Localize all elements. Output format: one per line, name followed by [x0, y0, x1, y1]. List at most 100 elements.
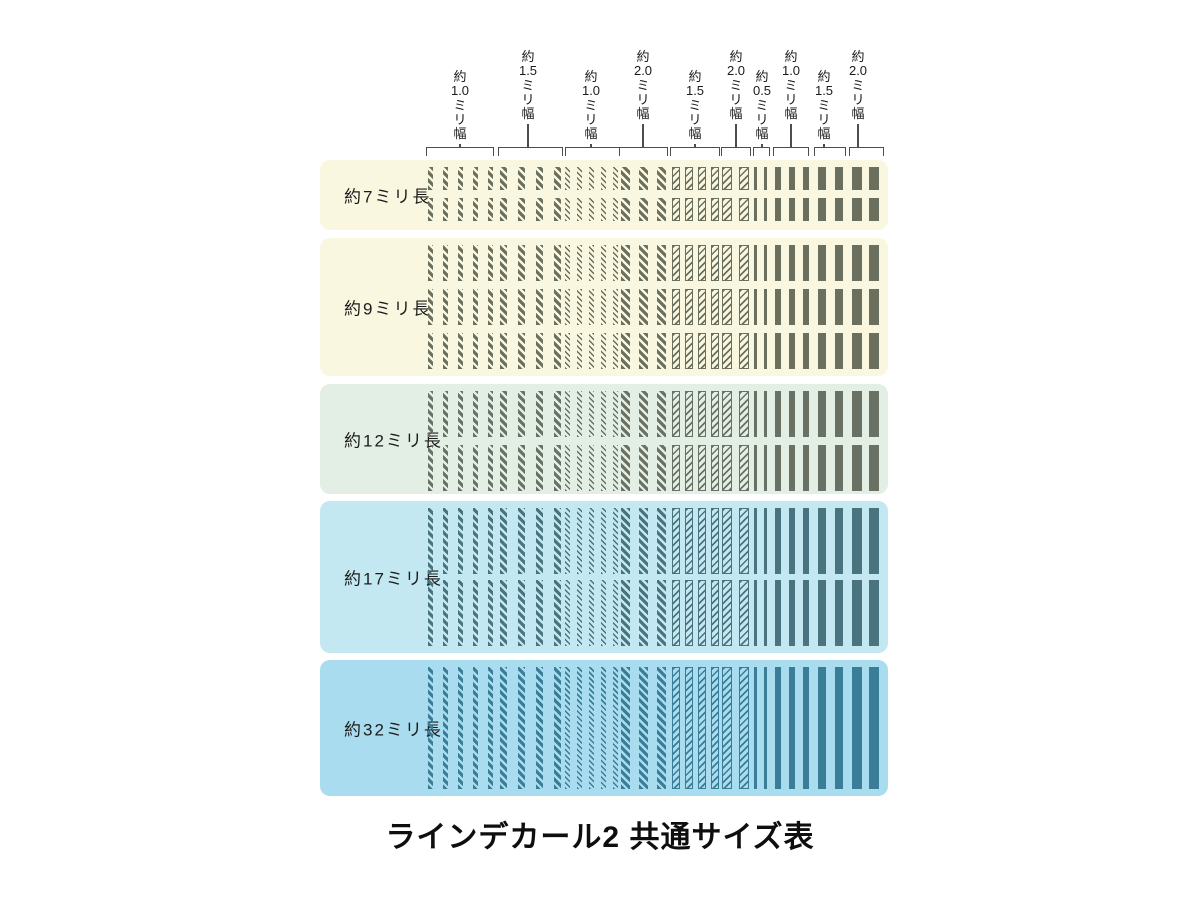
- size-bar: [764, 667, 767, 789]
- size-bar: [775, 445, 781, 491]
- size-bar: [589, 245, 594, 281]
- size-bar: [554, 580, 561, 646]
- size-bar: [722, 508, 732, 574]
- size-bar: [428, 667, 433, 789]
- size-bar: [789, 508, 795, 574]
- label-leader-line: [857, 124, 859, 147]
- size-bar: [835, 245, 843, 281]
- size-bar: [818, 333, 826, 369]
- size-bar: [500, 580, 507, 646]
- column-label-char: ミ: [784, 77, 798, 93]
- size-bar: [672, 508, 680, 574]
- size-bar: [621, 167, 630, 190]
- size-bar: [536, 198, 543, 221]
- size-bar: [443, 667, 448, 789]
- column-label-char: 2.0: [726, 63, 746, 79]
- size-bar: [698, 289, 706, 325]
- size-bar: [818, 289, 826, 325]
- size-bar: [473, 508, 478, 574]
- width-bracket: [670, 147, 720, 156]
- size-bar: [835, 198, 843, 221]
- size-bar: [601, 445, 606, 491]
- size-bar: [589, 289, 594, 325]
- band-length-label: 約17ミリ長: [344, 569, 443, 589]
- size-bar: [657, 667, 666, 789]
- width-bracket: [814, 147, 846, 156]
- size-bar: [488, 245, 493, 281]
- column-label-char: リ: [755, 111, 769, 127]
- size-bar: [443, 508, 448, 574]
- size-bar: [764, 167, 767, 190]
- size-bar: [536, 391, 543, 437]
- size-bar: [443, 245, 448, 281]
- size-bar: [518, 508, 525, 574]
- size-bar: [698, 333, 706, 369]
- size-bar: [565, 508, 570, 574]
- size-bar: [488, 508, 493, 574]
- column-label-char: 約: [636, 49, 650, 64]
- size-bar: [852, 445, 862, 491]
- size-bar: [613, 245, 618, 281]
- size-bar: [601, 580, 606, 646]
- size-bar: [473, 667, 478, 789]
- size-bar: [536, 667, 543, 789]
- size-bar: [554, 289, 561, 325]
- size-bar: [698, 167, 706, 190]
- size-bar: [621, 289, 630, 325]
- size-bar: [577, 167, 582, 190]
- size-bar: [852, 580, 862, 646]
- size-bar: [621, 580, 630, 646]
- column-width-label: 約 1.5 ミリ幅: [519, 49, 537, 121]
- size-bar: [554, 245, 561, 281]
- size-bar: [818, 198, 826, 221]
- size-bar: [518, 333, 525, 369]
- size-bar: [518, 167, 525, 190]
- size-bar: [775, 508, 781, 574]
- size-bar: [672, 167, 680, 190]
- size-bar: [589, 508, 594, 574]
- size-bar: [601, 508, 606, 574]
- size-bar: [613, 289, 618, 325]
- size-bar: [869, 508, 879, 574]
- size-bar: [775, 580, 781, 646]
- size-bar: [775, 391, 781, 437]
- size-bar: [764, 391, 767, 437]
- size-bar: [685, 508, 693, 574]
- size-bar: [554, 391, 561, 437]
- column-label-char: リ: [851, 91, 865, 107]
- size-bar: [621, 245, 630, 281]
- size-bar: [754, 198, 757, 221]
- size-bar: [589, 391, 594, 437]
- column-label-char: 約: [755, 69, 769, 84]
- label-leader-line: [735, 124, 737, 147]
- size-bar: [803, 289, 809, 325]
- size-bar: [613, 167, 618, 190]
- column-label-char: ミ: [636, 77, 650, 93]
- size-bar: [711, 245, 719, 281]
- size-bar: [601, 198, 606, 221]
- size-bar: [818, 391, 826, 437]
- size-bar: [536, 333, 543, 369]
- column-label-char: リ: [584, 111, 598, 127]
- size-bar: [711, 289, 719, 325]
- size-bar: [818, 508, 826, 574]
- column-width-label: 約 2.0 ミリ幅: [726, 49, 746, 121]
- column-label-char: 約: [817, 69, 831, 84]
- size-bar: [458, 391, 463, 437]
- width-bracket: [849, 147, 884, 156]
- label-leader-line: [642, 124, 644, 147]
- size-bar: [554, 445, 561, 491]
- column-width-label: 約 2.0 ミリ幅: [634, 49, 652, 121]
- column-label-char: ミ: [755, 97, 769, 113]
- size-bar: [869, 333, 879, 369]
- size-bar: [639, 198, 648, 221]
- size-bar: [775, 167, 781, 190]
- size-bar: [500, 667, 507, 789]
- size-bar: [428, 289, 433, 325]
- column-width-label: 約 1.5 ミリ幅: [815, 69, 833, 141]
- column-label-char: 約: [851, 49, 865, 64]
- size-bar: [488, 445, 493, 491]
- size-bar: [803, 333, 809, 369]
- size-bar: [428, 167, 433, 190]
- size-bar: [621, 333, 630, 369]
